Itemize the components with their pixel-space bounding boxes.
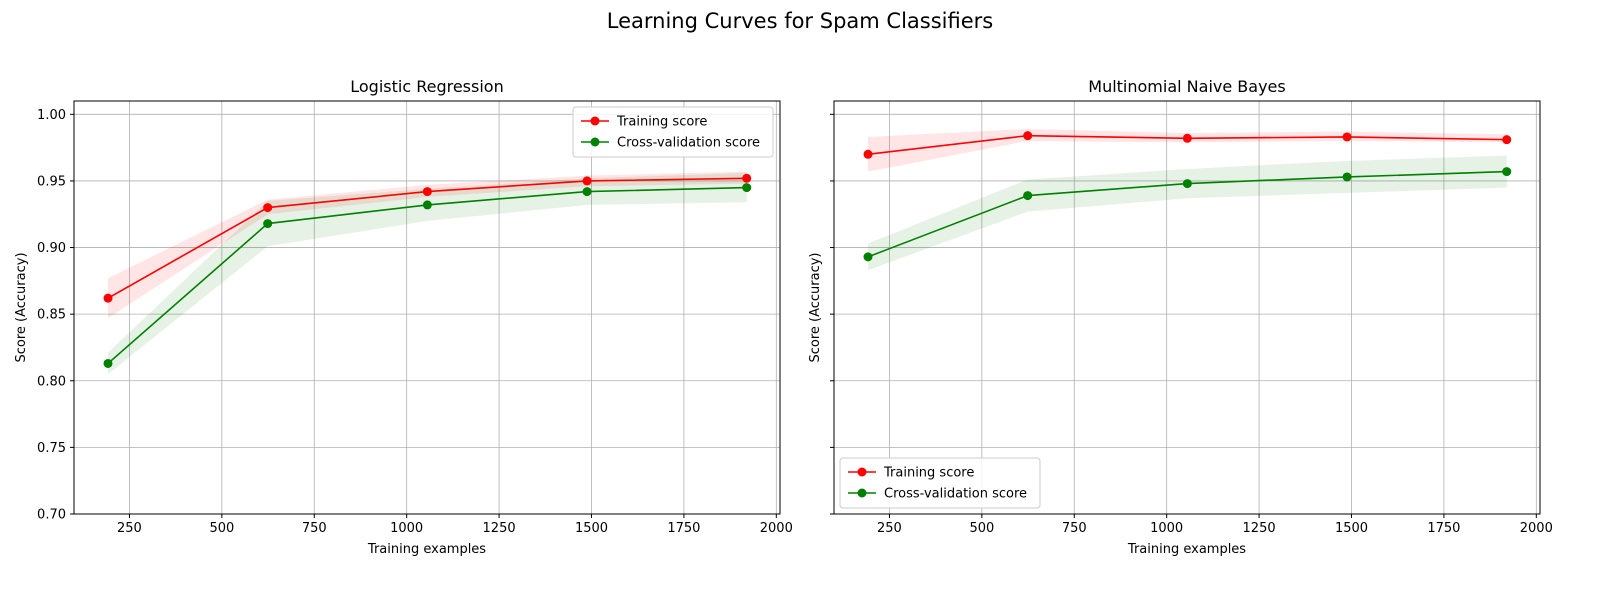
legend-item-cross-validation-score: Cross-validation score	[581, 136, 760, 151]
training-score-point	[1023, 131, 1033, 141]
legend-marker	[590, 116, 600, 126]
cross-validation-score-band	[868, 155, 1507, 271]
logistic-regression-panel: 250 500 750 1000 1250 1500 1750 2000 0.70 0.75 0.8…	[14, 77, 793, 557]
y-tick-label: 0.80	[37, 374, 66, 389]
grid	[834, 101, 1540, 515]
legend-marker	[857, 488, 867, 498]
x-tick-label: 1000	[390, 521, 423, 536]
cross-validation-score-point	[1182, 179, 1192, 189]
x-tick-label: 2000	[1520, 521, 1553, 536]
x-tick-label: 500	[969, 521, 994, 536]
cross-validation-score-point	[1342, 172, 1352, 182]
cross-validation-score-point	[1023, 191, 1033, 201]
x-axis-label: Training examples	[1127, 542, 1246, 557]
y-axis-label: Score (Accuracy)	[808, 252, 823, 362]
x-tick-label: 250	[877, 521, 902, 536]
legend-item-training-score: Training score	[581, 115, 707, 130]
legend-label: Training score	[883, 466, 974, 481]
legend-label: Cross-validation score	[617, 136, 760, 151]
panel-title: Multinomial Naive Bayes	[1088, 77, 1285, 96]
y-axis-label: Score (Accuracy)	[14, 252, 29, 362]
x-tick-label: 1000	[1150, 521, 1183, 536]
training-score-point	[742, 173, 752, 183]
x-tick-label: 2000	[760, 521, 793, 536]
x-tick-label: 1250	[1243, 521, 1276, 536]
legend: Training score Cross-validation score	[839, 457, 1041, 509]
y-tick-label: 0.75	[37, 441, 66, 456]
figure-suptitle: Learning Curves for Spam Classifiers	[607, 9, 993, 33]
training-score-point	[422, 187, 432, 197]
x-tick-label: 1500	[1335, 521, 1368, 536]
x-tick-label: 250	[117, 521, 142, 536]
y-tick-label: 0.90	[37, 241, 66, 256]
legend-label: Training score	[616, 115, 707, 130]
cross-validation-score-point	[582, 187, 592, 197]
cross-validation-score-point	[1502, 167, 1512, 177]
x-tick-label: 750	[1062, 521, 1087, 536]
training-score-point	[103, 293, 113, 303]
y-tick-label: 0.70	[37, 508, 66, 523]
y-tick-label: 0.85	[37, 308, 66, 323]
legend: Training score Cross-validation score	[572, 106, 774, 158]
cross-validation-score-point	[263, 219, 273, 229]
cross-validation-score-point	[103, 358, 113, 368]
x-axis-label: Training examples	[367, 542, 486, 557]
x-tick-label: 500	[209, 521, 234, 536]
panel-title: Logistic Regression	[350, 77, 503, 96]
legend-marker	[590, 137, 600, 147]
y-tick-label: 1.00	[37, 108, 66, 123]
x-tick-label: 1750	[1427, 521, 1460, 536]
legend-label: Cross-validation score	[884, 487, 1027, 502]
x-tick-label: 750	[302, 521, 327, 536]
axes-frame	[73, 100, 781, 515]
cross-validation-score-point	[863, 252, 873, 262]
legend-box	[839, 457, 1041, 509]
axes-frame	[833, 100, 1541, 515]
training-score-point	[582, 176, 592, 186]
training-score-point	[863, 149, 873, 159]
legend-box	[572, 106, 774, 158]
legend-marker	[857, 467, 867, 477]
training-score-point	[263, 203, 273, 213]
x-tick-label: 1500	[575, 521, 608, 536]
cross-validation-score-point	[422, 200, 432, 210]
legend-item-cross-validation-score: Cross-validation score	[848, 487, 1027, 502]
naive-bayes-panel: 250 500 750 1000 1250 1500 1750 2000 Multinomial…	[808, 77, 1553, 557]
training-score-point	[1502, 135, 1512, 145]
training-score-point	[1342, 132, 1352, 142]
y-tick-label: 0.95	[37, 174, 66, 189]
x-tick-label: 1750	[667, 521, 700, 536]
cross-validation-score-point	[742, 183, 752, 193]
grid	[74, 101, 780, 515]
x-tick-label: 1250	[483, 521, 516, 536]
legend-item-training-score: Training score	[848, 466, 974, 481]
training-score-point	[1182, 133, 1192, 143]
